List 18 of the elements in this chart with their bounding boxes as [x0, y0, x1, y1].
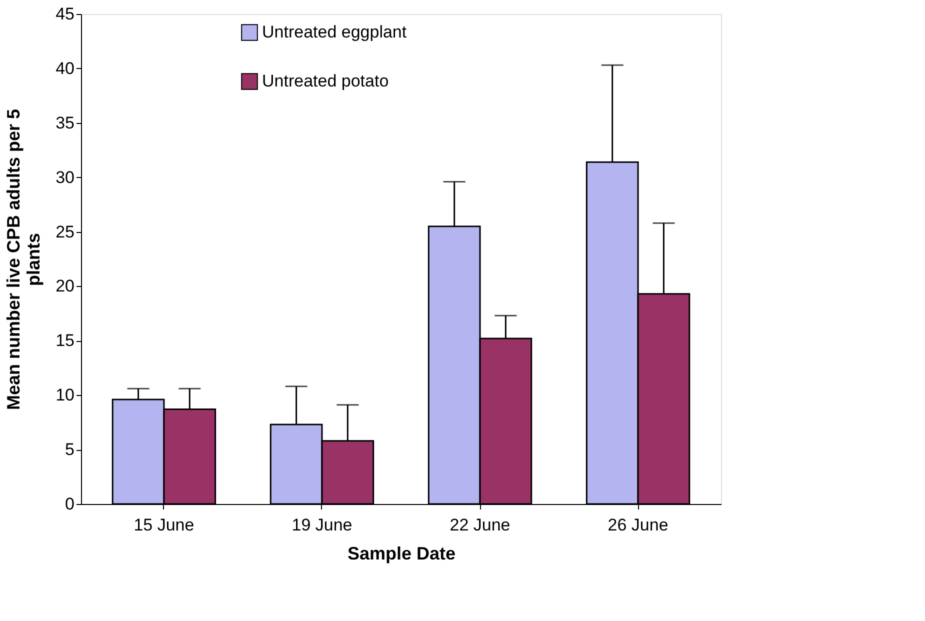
y-tick-label: 40 [56, 58, 74, 78]
y-tick-label: 35 [56, 113, 74, 132]
y-tick-label: 20 [56, 276, 74, 296]
y-axis-title: Mean number live CPB adults per 5 plants [4, 108, 44, 410]
x-tick-label: 22 June [450, 516, 510, 534]
x-tick-label: 15 June [134, 516, 194, 534]
y-tick-label: 0 [65, 494, 74, 514]
y-tick-label: 5 [65, 440, 74, 460]
y-tick-label: 30 [56, 168, 74, 187]
y-tick-label: 45 [56, 4, 74, 24]
legend-label: Untreated eggplant [262, 22, 407, 42]
y-tick-label: 25 [56, 222, 74, 242]
legend-label: Untreated potato [262, 72, 389, 90]
x-tick-label: 26 June [608, 516, 668, 534]
y-tick-label: 15 [56, 331, 74, 350]
y-tick-label: 10 [56, 386, 74, 405]
x-tick-label: 19 June [292, 516, 352, 534]
x-axis-title: Sample Date [347, 544, 456, 564]
